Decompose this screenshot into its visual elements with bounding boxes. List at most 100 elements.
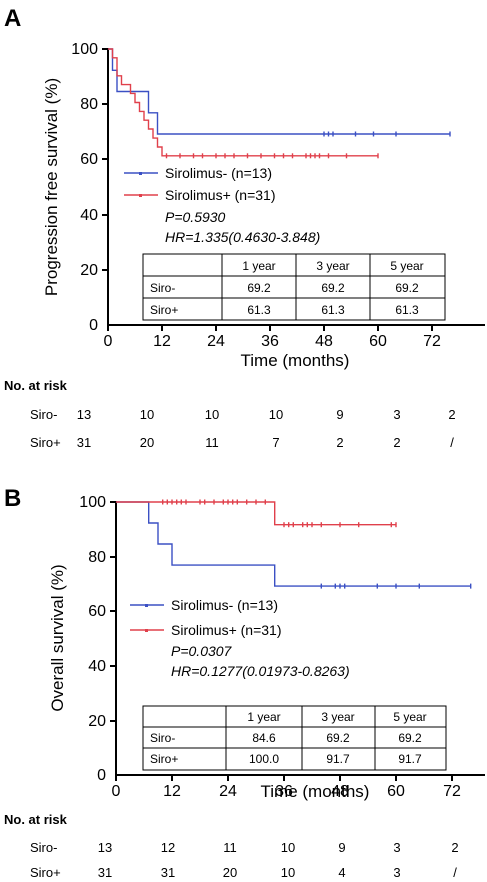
risk-value: 10 xyxy=(205,407,219,422)
table-cell: 61.3 xyxy=(321,303,345,317)
table-cell: 61.3 xyxy=(395,303,419,317)
panel-b-hazard-ratio: HR=0.1277(0.01973-0.8263) xyxy=(171,663,350,679)
risk-value: 4 xyxy=(338,865,345,880)
risk-value: 3 xyxy=(393,407,400,422)
table-border xyxy=(142,705,447,771)
y-tick-label: 40 xyxy=(88,658,106,675)
table-cell: 69.2 xyxy=(326,731,350,745)
panel-a-risk-table: No. at risk Siro- Siro+ 13 10 10 10 9 3 … xyxy=(4,378,456,450)
risk-value: / xyxy=(450,435,454,450)
y-tick-label: 0 xyxy=(97,767,106,784)
risk-value: 31 xyxy=(77,435,91,450)
x-tick-label: 0 xyxy=(112,783,121,800)
risk-table-title: No. at risk xyxy=(4,812,68,827)
risk-table-title: No. at risk xyxy=(4,378,68,393)
legend-label-siro-plus: Sirolimus+ (n=31) xyxy=(171,622,282,638)
x-tick-label: 24 xyxy=(219,783,237,800)
table-cell: 69.2 xyxy=(398,731,422,745)
y-tick-label: 40 xyxy=(80,207,98,224)
x-tick-label: 72 xyxy=(443,783,461,800)
table-header-cell: 1 year xyxy=(242,259,275,273)
x-tick-label: 48 xyxy=(331,783,349,800)
legend-marker-siro-plus xyxy=(139,194,142,197)
table-header-cell: 3 year xyxy=(321,710,354,724)
legend-label-siro-minus: Sirolimus- (n=13) xyxy=(165,165,272,181)
legend-marker-siro-plus xyxy=(145,629,148,632)
panel-a-x-ticks: 0 12 24 36 48 60 72 xyxy=(104,325,441,350)
x-tick-label: 0 xyxy=(104,333,113,350)
panel-b-legend: Sirolimus- (n=13) Sirolimus+ (n=31) xyxy=(130,597,282,638)
table-header-cell: 5 year xyxy=(390,259,423,273)
x-tick-label: 60 xyxy=(369,333,387,350)
table-row-label: Siro+ xyxy=(150,303,178,317)
panel-b-x-axis-title: Time (months) xyxy=(261,782,370,801)
table-header-cell: 1 year xyxy=(247,710,280,724)
table-cell: 91.7 xyxy=(326,752,350,766)
table-row-label: Siro+ xyxy=(150,752,178,766)
risk-value: 9 xyxy=(338,840,345,855)
panel-a-letter: A xyxy=(4,5,21,32)
risk-value: 31 xyxy=(161,865,175,880)
table-cell: 69.2 xyxy=(247,281,271,295)
table-cell: 100.0 xyxy=(249,752,279,766)
table-cell: 69.2 xyxy=(395,281,419,295)
panel-a-curves xyxy=(108,48,451,159)
risk-value: 10 xyxy=(269,407,283,422)
panel-b-survival-table: 1 year 3 year 5 year Siro- 84.6 69.2 69.… xyxy=(142,705,447,771)
panel-b-curves xyxy=(116,499,472,589)
risk-value: 13 xyxy=(77,407,91,422)
x-tick-label: 36 xyxy=(261,333,279,350)
risk-row-label: Siro- xyxy=(30,407,57,422)
table-border xyxy=(142,253,446,321)
risk-value: 2 xyxy=(451,840,458,855)
table-cell: 69.2 xyxy=(321,281,345,295)
panel-b-x-ticks: 0 12 24 36 48 60 72 xyxy=(112,775,461,800)
x-tick-label: 12 xyxy=(153,333,171,350)
risk-value: 3 xyxy=(393,865,400,880)
y-tick-label: 100 xyxy=(79,494,106,511)
risk-value: 10 xyxy=(281,840,295,855)
legend-label-siro-plus: Sirolimus+ (n=31) xyxy=(165,187,276,203)
panel-a-hazard-ratio: HR=1.335(0.4630-3.848) xyxy=(165,229,320,245)
risk-row-label: Siro- xyxy=(30,840,57,855)
y-tick-label: 80 xyxy=(88,549,106,566)
table-row-label: Siro- xyxy=(150,281,175,295)
panel-b-y-axis-title: Overall survival (%) xyxy=(48,564,67,711)
risk-value: 9 xyxy=(336,407,343,422)
table-header-cell: 3 year xyxy=(316,259,349,273)
risk-value: / xyxy=(453,865,457,880)
panel-a-x-axis-title: Time (months) xyxy=(241,351,350,370)
panel-b-p-value: P=0.0307 xyxy=(171,643,233,659)
y-tick-label: 0 xyxy=(89,317,98,334)
risk-row-label: Siro+ xyxy=(30,865,61,880)
legend-label-siro-minus: Sirolimus- (n=13) xyxy=(171,597,278,613)
x-tick-label: 72 xyxy=(423,333,441,350)
x-tick-label: 60 xyxy=(387,783,405,800)
risk-value: 2 xyxy=(336,435,343,450)
legend-marker-siro-minus xyxy=(139,172,142,175)
y-tick-label: 80 xyxy=(80,96,98,113)
y-tick-label: 60 xyxy=(80,151,98,168)
risk-value: 11 xyxy=(205,435,219,450)
table-cell: 84.6 xyxy=(252,731,276,745)
x-tick-label: 24 xyxy=(207,333,225,350)
panel-a-y-ticks: 0 20 40 60 80 100 xyxy=(71,41,108,334)
legend-marker-siro-minus xyxy=(145,604,148,607)
table-cell: 91.7 xyxy=(398,752,422,766)
panel-b: B 0 20 40 60 80 100 0 12 xyxy=(4,485,485,880)
x-tick-label: 12 xyxy=(163,783,181,800)
panel-a-survival-table: 1 year 3 year 5 year Siro- 69.2 69.2 69.… xyxy=(142,253,446,321)
panel-b-letter: B xyxy=(4,485,21,512)
survival-curve-siro-plus xyxy=(108,48,378,157)
risk-value: 2 xyxy=(448,407,455,422)
survival-curve-siro-plus xyxy=(116,501,396,526)
risk-value: 2 xyxy=(393,435,400,450)
risk-value: 10 xyxy=(140,407,154,422)
x-tick-label: 36 xyxy=(275,783,293,800)
risk-value: 12 xyxy=(161,840,175,855)
survival-curve-siro-minus xyxy=(116,501,471,587)
panel-a-p-value: P=0.5930 xyxy=(165,209,226,225)
y-tick-label: 60 xyxy=(88,603,106,620)
panel-a-y-axis-title: Progression free survival (%) xyxy=(42,78,61,296)
